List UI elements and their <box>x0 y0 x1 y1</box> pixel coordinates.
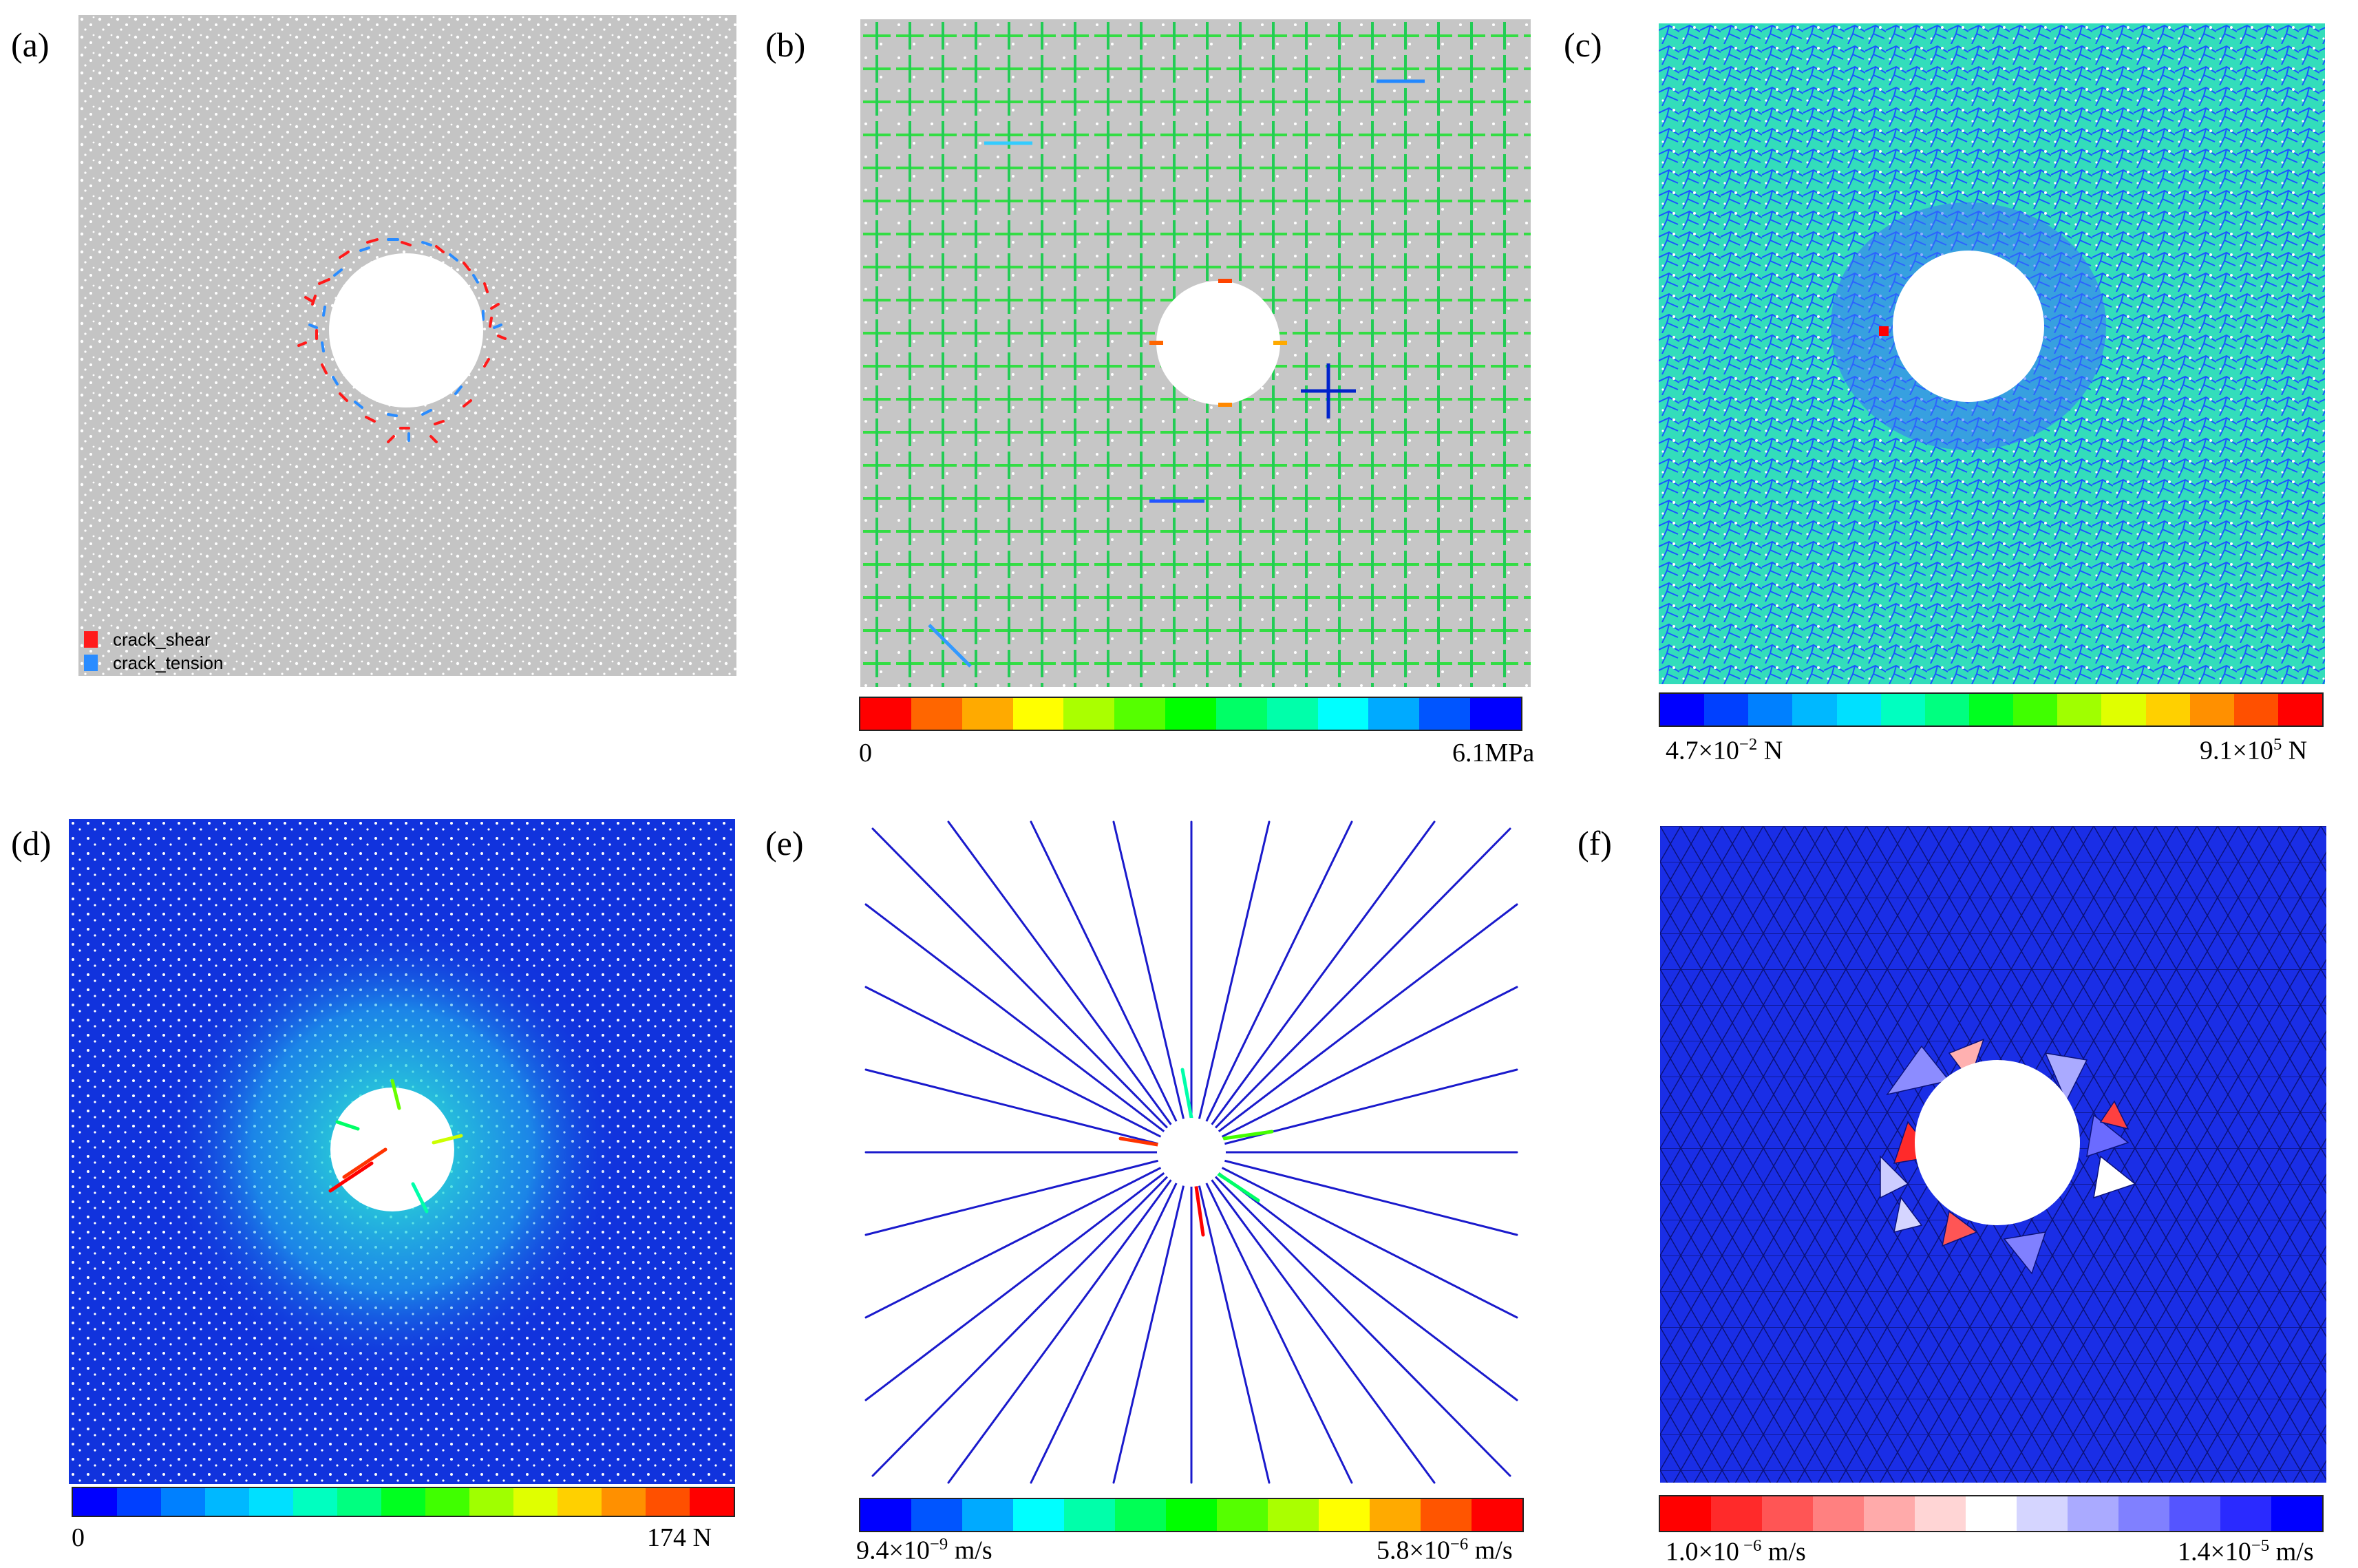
colorbar-f-min-unit: m/s <box>1761 1537 1806 1567</box>
colorbar-c-min-base: 4.7×10 <box>1666 736 1739 765</box>
colorbar-c-min-exp: −2 <box>1739 735 1758 754</box>
legend-item-tension: crack_tension <box>84 651 223 675</box>
crack-legend: crack_shear crack_tension <box>84 628 223 675</box>
stress-highlights <box>928 79 1425 668</box>
borehole <box>1915 1060 2080 1225</box>
contact-force-panel <box>1659 23 2325 684</box>
colorbar-c-min: 4.7×10−2 N <box>1666 735 1783 766</box>
crack-zone <box>297 238 507 443</box>
colorbar-e-min: 9.4×10−9 m/s <box>856 1535 992 1566</box>
colorbar-e-max-base: 5.8×10 <box>1377 1536 1450 1565</box>
force-magnitude-panel <box>69 819 735 1484</box>
colorbar-d-min: 0 <box>72 1523 85 1552</box>
peak-force-marker <box>1879 326 1889 336</box>
colorbar-e-min-exp: −9 <box>929 1535 948 1554</box>
colorbar-f-min-base: 1.0×10 <box>1666 1537 1739 1567</box>
legend-swatch-tension <box>84 655 98 671</box>
radial-flow-vectors <box>864 820 1518 1484</box>
colorbar-c-max-base: 9.1×10 <box>2200 736 2273 765</box>
flow-vector-panel <box>859 815 1524 1490</box>
colorbar-f <box>1659 1495 2324 1532</box>
colorbar-f-min: 1.0×10 −6 m/s <box>1666 1536 1806 1567</box>
colorbar-b-max: 6.1MPa <box>1452 739 1535 767</box>
panel-label-b: (b) <box>765 25 806 64</box>
colorbar-c-max-exp: 5 <box>2273 735 2282 754</box>
colorbar-d <box>72 1487 735 1517</box>
colorbar-d-max: 174 N <box>647 1523 712 1552</box>
borehole <box>330 1088 454 1211</box>
borehole <box>1156 281 1280 405</box>
crack-map-panel <box>78 15 736 676</box>
colorbar-c-max: 9.1×105 N <box>2200 735 2307 766</box>
principal-stress-panel <box>860 19 1531 687</box>
borehole <box>1157 1118 1226 1187</box>
colorbar-b-min: 0 <box>859 739 872 767</box>
panel-label-a: (a) <box>11 25 50 64</box>
panel-label-d: (d) <box>11 824 52 862</box>
colorbar-e-max: 5.8×10−6 m/s <box>1377 1535 1513 1566</box>
colorbar-f-max-exp: −5 <box>2251 1536 2270 1555</box>
legend-item-shear: crack_shear <box>84 628 223 651</box>
colorbar-c <box>1659 692 2324 727</box>
colorbar-e-min-base: 9.4×10 <box>856 1536 930 1565</box>
colorbar-f-min-exp: −6 <box>1739 1536 1762 1555</box>
legend-label-tension: crack_tension <box>113 652 224 673</box>
legend-label-shear: crack_shear <box>113 628 211 650</box>
colorbar-e <box>859 1498 1524 1532</box>
colorbar-c-max-unit: N <box>2282 736 2308 765</box>
colorbar-e-max-exp: −6 <box>1449 1535 1469 1554</box>
panel-label-f: (f) <box>1578 824 1612 862</box>
colorbar-f-max-base: 1.4×10 <box>2178 1537 2251 1567</box>
panel-label-e: (e) <box>765 824 804 862</box>
colorbar-f-max-unit: m/s <box>2269 1537 2314 1567</box>
colorbar-b <box>859 697 1522 731</box>
colorbar-e-max-unit: m/s <box>1468 1536 1513 1565</box>
colorbar-f-max: 1.4×10−5 m/s <box>2178 1536 2314 1567</box>
borehole <box>1893 251 2044 402</box>
borehole-edge-stress <box>1149 279 1287 407</box>
domain-velocity-panel <box>1660 826 2326 1483</box>
panel-label-c: (c) <box>1564 25 1602 64</box>
velocity-arrows <box>328 1079 463 1214</box>
colorbar-e-min-unit: m/s <box>948 1536 992 1565</box>
colorbar-c-min-unit: N <box>1757 736 1783 765</box>
legend-swatch-shear <box>84 631 98 648</box>
borehole <box>329 253 483 407</box>
near-field-vectors <box>1118 1068 1274 1237</box>
